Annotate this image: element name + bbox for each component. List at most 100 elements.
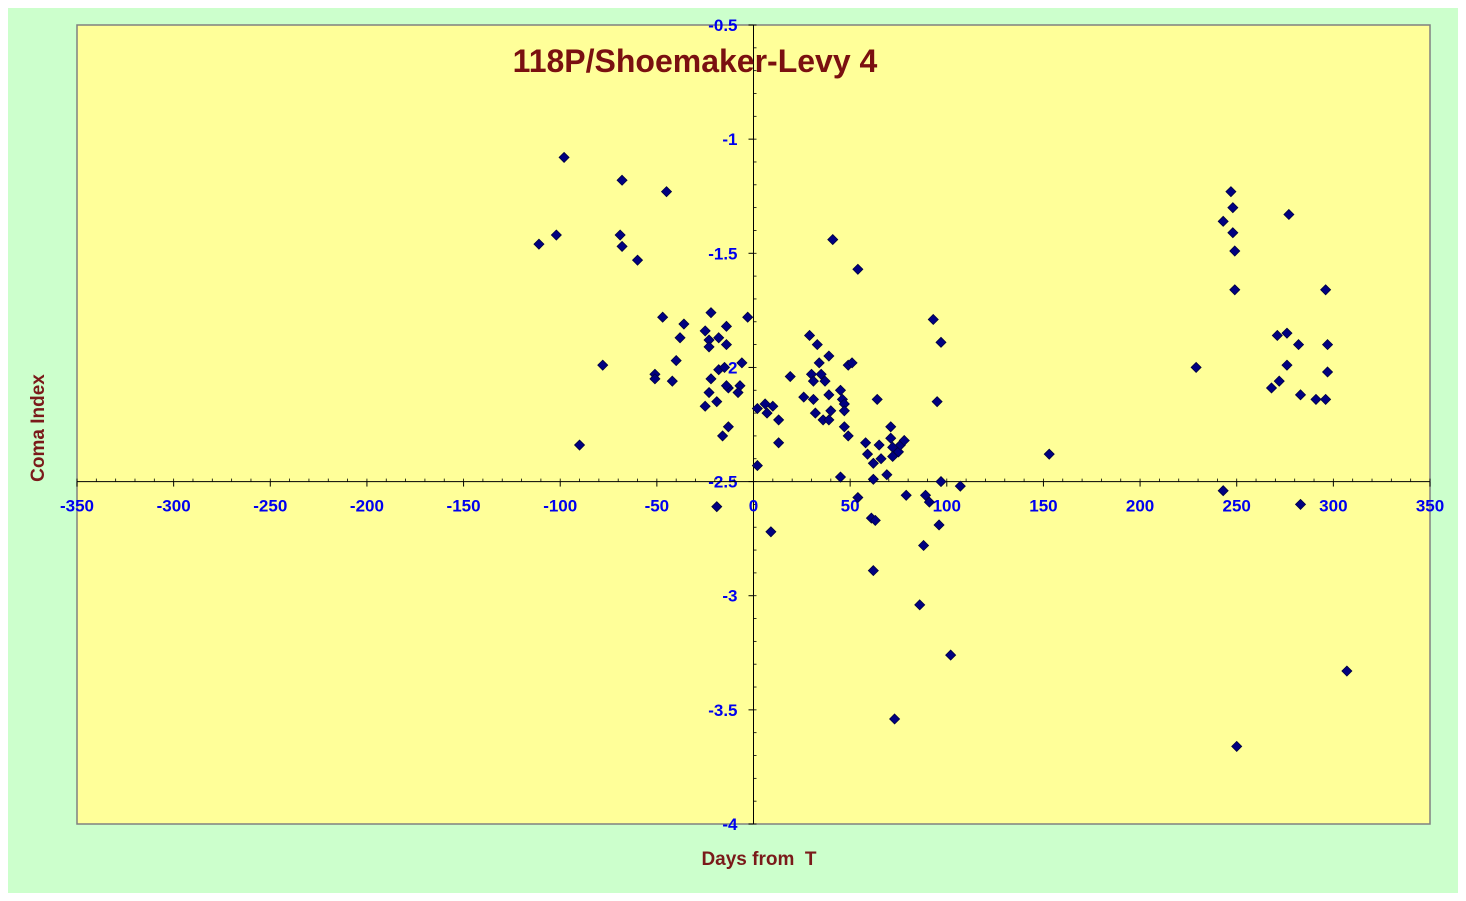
data-point: [1217, 485, 1229, 497]
data-point: [860, 437, 872, 449]
x-axis: -350 -300 -250 -200 -150 -100 -50 0 50 100 150 200 2…: [60, 478, 1444, 516]
data-point: [1310, 393, 1322, 405]
data-point: [666, 375, 678, 387]
data-point: [1294, 389, 1307, 401]
data-point: [889, 713, 901, 725]
data-point: [798, 391, 810, 403]
data-point: [1320, 284, 1332, 296]
data-point: [931, 396, 943, 408]
x-tick-label: -100: [543, 497, 577, 516]
x-tick-label: 300: [1319, 497, 1347, 516]
data-point: [803, 329, 816, 342]
data-point: [1341, 665, 1353, 677]
data-point: [1271, 329, 1283, 342]
data-point: [703, 341, 715, 353]
data-point: [933, 519, 945, 531]
data-point: [954, 480, 966, 492]
data-point: [1294, 498, 1307, 510]
data-point: [678, 318, 690, 330]
data-point: [881, 469, 893, 481]
data-point: [914, 599, 926, 611]
x-tick-label: -50: [645, 497, 670, 516]
data-point: [703, 386, 715, 399]
data-point: [875, 453, 887, 465]
x-tick-label: 350: [1416, 497, 1444, 516]
data-point: [823, 414, 835, 426]
data-point: [807, 393, 819, 405]
data-point: [631, 254, 644, 266]
data-point: [923, 496, 935, 508]
data-point: [918, 539, 930, 552]
x-axis-title: Days from T: [701, 849, 816, 870]
data-point: [1043, 448, 1055, 460]
y-tick-label: -2: [722, 358, 737, 377]
y-tick-label: -4: [722, 815, 738, 834]
data-point: [945, 649, 957, 661]
x-tick-label: -200: [350, 497, 384, 516]
x-tick-label: -250: [253, 497, 287, 516]
data-point: [1229, 245, 1241, 257]
data-point: [773, 414, 785, 426]
data-point: [751, 460, 763, 472]
data-point: [838, 421, 850, 433]
data-point: [751, 402, 763, 415]
data-point: [827, 234, 839, 246]
data-point: [784, 370, 796, 383]
data-point: [852, 491, 864, 504]
data-point: [558, 151, 570, 163]
y-axis-title: Coma Index: [28, 374, 49, 482]
y-tick-label: -3.5: [708, 701, 737, 720]
data-point: [869, 514, 881, 526]
data-point: [838, 405, 850, 417]
data-point: [823, 389, 835, 401]
data-point: [670, 355, 682, 367]
data-point: [674, 332, 686, 344]
data-point: [819, 375, 831, 387]
data-point: [1217, 215, 1229, 227]
data-point: [533, 238, 545, 250]
data-point: [885, 432, 897, 444]
data-point: [1190, 361, 1202, 373]
data-point: [765, 526, 777, 538]
data-point: [1281, 327, 1293, 339]
data-point: [861, 448, 874, 460]
data-point: [1227, 227, 1239, 239]
data-point: [1292, 339, 1305, 351]
data-point: [807, 375, 819, 387]
data-point: [773, 437, 785, 449]
x-tick-label: -300: [157, 497, 191, 516]
data-point: [823, 350, 835, 362]
data-point: [842, 430, 854, 442]
data-point: [573, 439, 586, 451]
y-tick-label: -1.5: [708, 244, 737, 263]
data-point: [1227, 202, 1239, 214]
data-point: [732, 386, 744, 399]
data-point: [717, 430, 729, 442]
data-point: [699, 400, 711, 412]
data-point: [852, 263, 864, 275]
data-point: [919, 489, 932, 501]
data-point: [809, 407, 821, 419]
data-point: [1273, 375, 1285, 387]
data-point: [767, 400, 779, 412]
data-point: [736, 357, 748, 369]
data-point: [597, 359, 609, 371]
data-point: [898, 434, 910, 447]
data-point: [927, 313, 939, 326]
data-point: [885, 421, 897, 433]
x-tick-label: 100: [933, 497, 961, 516]
data-point: [711, 396, 723, 408]
data-point: [718, 361, 731, 373]
data-point: [1281, 359, 1293, 371]
data-point: [834, 471, 847, 483]
data-point: [761, 407, 773, 419]
data-point: [935, 336, 947, 348]
data-point: [871, 393, 883, 405]
data-point: [873, 439, 885, 451]
x-tick-label: 250: [1223, 497, 1251, 516]
data-point: [867, 457, 879, 469]
x-tick-label: -150: [447, 497, 481, 516]
data-point: [713, 332, 725, 344]
data-point: [1320, 393, 1332, 405]
